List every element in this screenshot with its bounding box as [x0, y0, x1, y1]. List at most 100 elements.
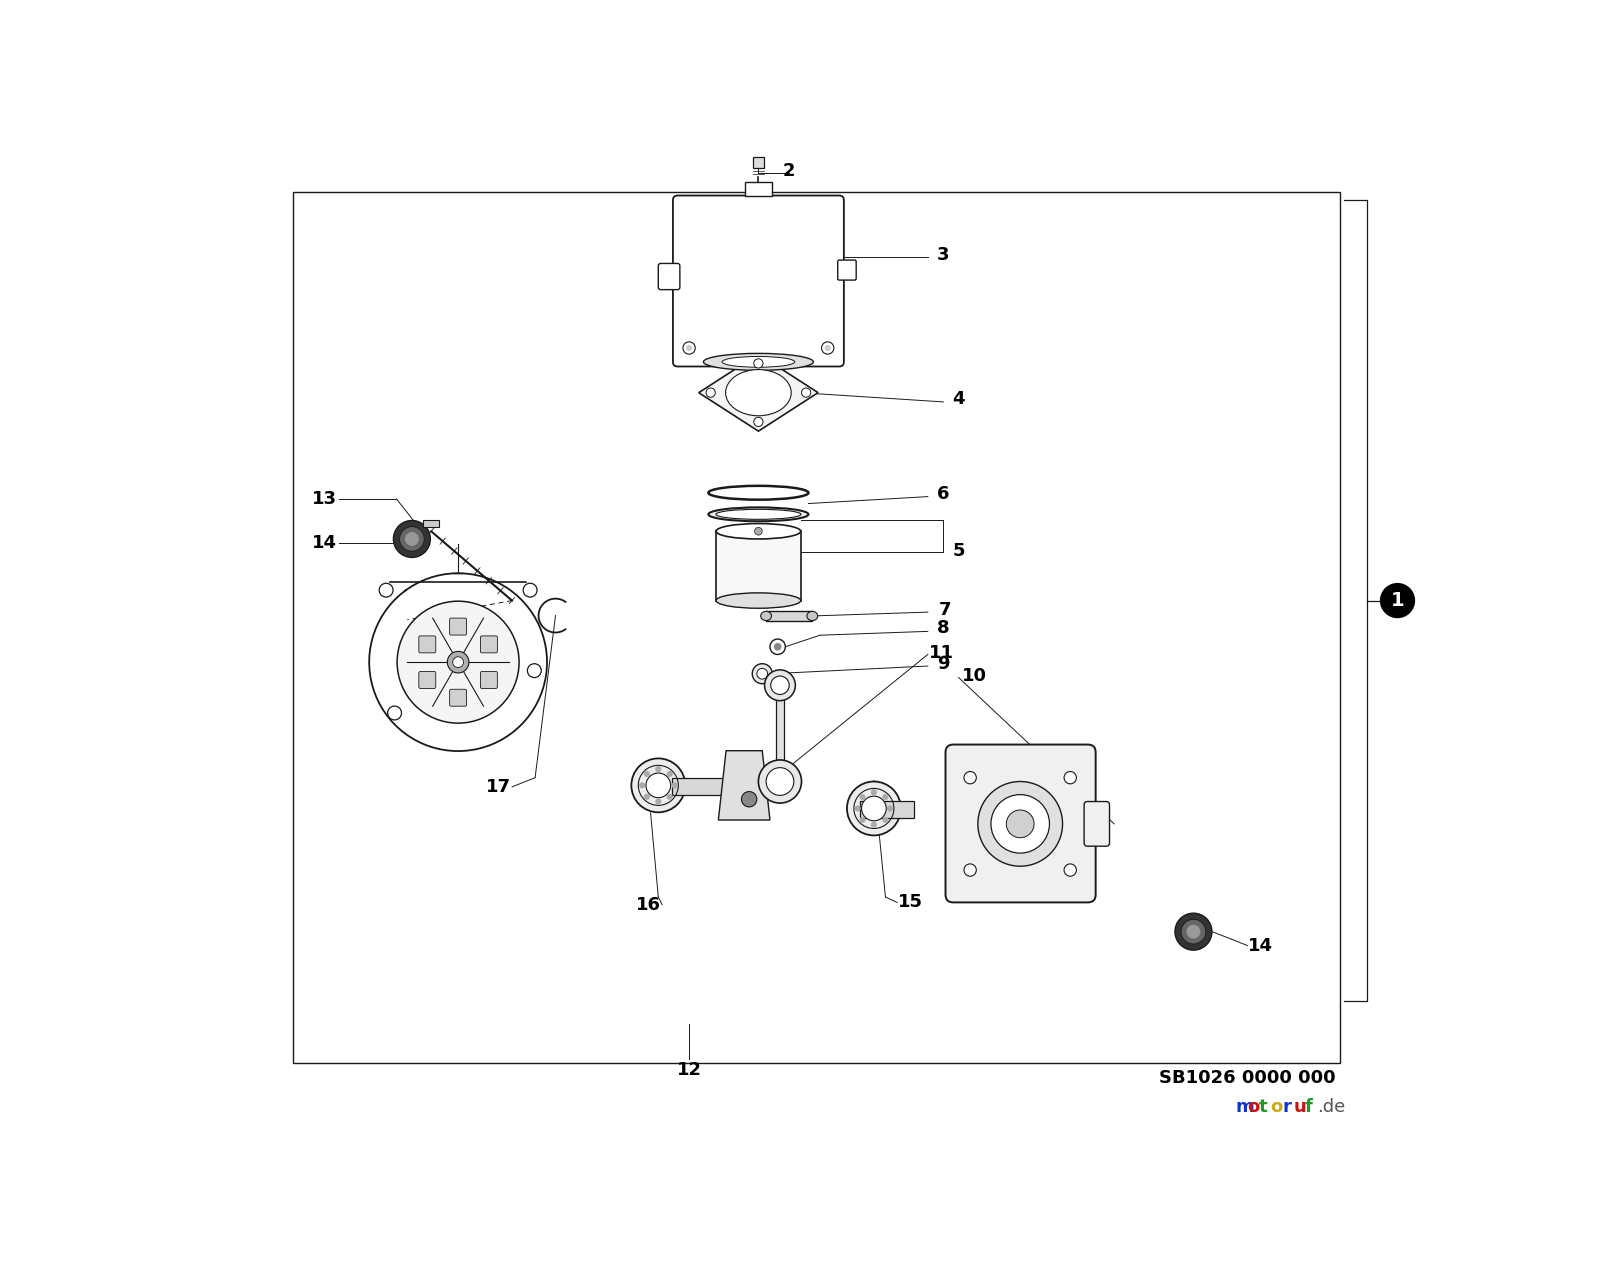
Text: 14: 14	[312, 534, 338, 552]
Circle shape	[638, 783, 645, 789]
Circle shape	[643, 771, 650, 777]
Ellipse shape	[717, 523, 800, 539]
FancyBboxPatch shape	[450, 618, 467, 635]
Circle shape	[754, 359, 763, 368]
Circle shape	[859, 794, 866, 801]
Circle shape	[643, 794, 650, 799]
Bar	[424, 520, 438, 527]
Circle shape	[686, 345, 693, 352]
FancyBboxPatch shape	[658, 263, 680, 290]
Text: t: t	[1259, 1098, 1267, 1116]
Circle shape	[963, 863, 976, 876]
Text: 2: 2	[782, 162, 795, 180]
Text: 8: 8	[938, 620, 949, 638]
FancyBboxPatch shape	[480, 636, 498, 653]
Text: m: m	[1235, 1098, 1254, 1116]
Bar	[717, 531, 800, 600]
Circle shape	[882, 817, 888, 822]
Circle shape	[667, 771, 674, 777]
Circle shape	[1006, 810, 1034, 838]
Bar	[672, 777, 726, 794]
Text: 5: 5	[952, 541, 965, 559]
Polygon shape	[776, 693, 784, 760]
Text: 12: 12	[677, 1061, 701, 1079]
Circle shape	[400, 526, 424, 552]
Circle shape	[963, 771, 976, 784]
Circle shape	[757, 668, 768, 679]
Ellipse shape	[725, 370, 792, 416]
Text: .de: .de	[1317, 1098, 1346, 1116]
Text: 1: 1	[1390, 591, 1405, 609]
Circle shape	[1381, 584, 1414, 617]
Circle shape	[859, 817, 866, 822]
Ellipse shape	[760, 611, 771, 621]
Circle shape	[683, 341, 696, 354]
FancyBboxPatch shape	[419, 671, 435, 689]
Text: 4: 4	[952, 390, 965, 408]
Text: 7: 7	[939, 600, 950, 618]
Circle shape	[1187, 925, 1200, 939]
Ellipse shape	[717, 593, 800, 608]
Text: 3: 3	[938, 246, 949, 264]
Text: 17: 17	[486, 777, 510, 795]
Circle shape	[672, 783, 677, 789]
Circle shape	[667, 794, 674, 799]
Circle shape	[448, 652, 469, 674]
Circle shape	[523, 584, 538, 597]
Circle shape	[870, 789, 877, 795]
Text: 11: 11	[930, 644, 954, 662]
FancyBboxPatch shape	[450, 689, 467, 706]
Ellipse shape	[722, 357, 795, 367]
FancyBboxPatch shape	[480, 671, 498, 689]
Circle shape	[774, 643, 781, 650]
Circle shape	[1064, 771, 1077, 784]
Text: o: o	[1270, 1098, 1283, 1116]
Circle shape	[755, 527, 762, 535]
Circle shape	[752, 663, 773, 684]
Text: 6: 6	[938, 485, 949, 503]
Bar	[766, 611, 813, 621]
Circle shape	[861, 797, 886, 821]
Ellipse shape	[709, 507, 808, 521]
Text: f: f	[1306, 1098, 1314, 1116]
Circle shape	[802, 387, 811, 398]
Text: 10: 10	[962, 667, 987, 685]
Ellipse shape	[715, 509, 802, 520]
Circle shape	[656, 798, 661, 804]
Circle shape	[397, 602, 518, 724]
Polygon shape	[699, 354, 818, 431]
Circle shape	[824, 345, 830, 352]
Polygon shape	[718, 751, 770, 820]
Circle shape	[886, 806, 893, 812]
FancyBboxPatch shape	[838, 260, 856, 280]
Circle shape	[394, 521, 430, 557]
Circle shape	[765, 670, 795, 701]
Circle shape	[990, 794, 1050, 853]
Circle shape	[646, 774, 670, 798]
Bar	[754, 157, 763, 168]
Circle shape	[821, 341, 834, 354]
Text: SB1026 0000 000: SB1026 0000 000	[1158, 1069, 1336, 1087]
Circle shape	[379, 584, 394, 597]
Text: 13: 13	[312, 490, 338, 508]
FancyBboxPatch shape	[946, 744, 1096, 902]
Text: r: r	[1282, 1098, 1291, 1116]
Circle shape	[632, 758, 685, 812]
Circle shape	[405, 532, 419, 545]
Circle shape	[528, 663, 541, 677]
Text: o: o	[1248, 1098, 1259, 1116]
Circle shape	[387, 706, 402, 720]
Circle shape	[758, 760, 802, 803]
Ellipse shape	[806, 611, 818, 621]
Text: 15: 15	[898, 893, 923, 911]
Bar	[744, 182, 773, 196]
Bar	[293, 192, 1339, 1062]
Circle shape	[854, 806, 861, 812]
FancyBboxPatch shape	[674, 195, 843, 367]
Circle shape	[741, 792, 757, 807]
Text: u: u	[1293, 1098, 1306, 1116]
Circle shape	[1181, 920, 1206, 944]
Bar	[861, 801, 914, 817]
Text: 16: 16	[635, 896, 661, 913]
Circle shape	[706, 387, 715, 398]
